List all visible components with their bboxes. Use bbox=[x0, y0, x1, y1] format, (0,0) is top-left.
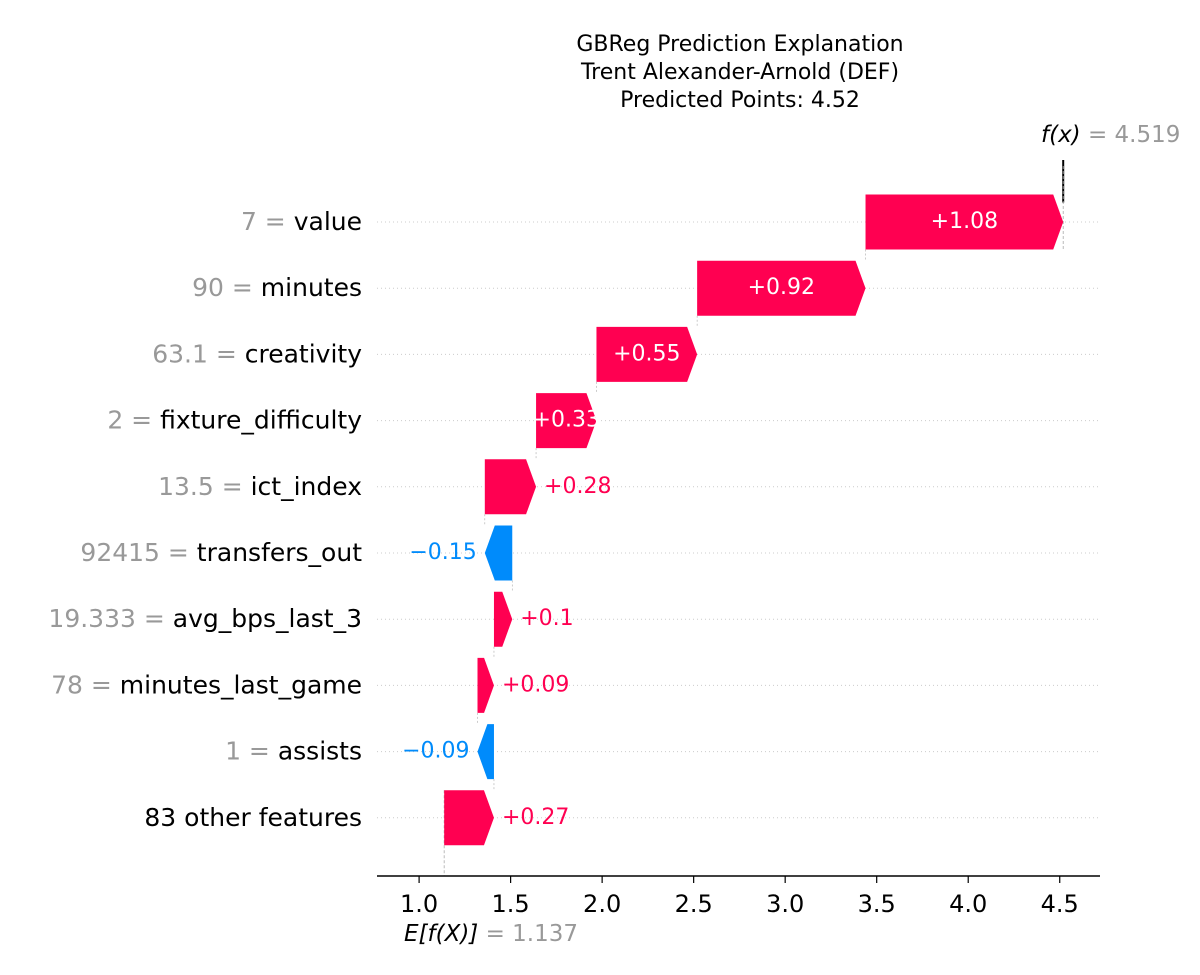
feature-name-text: transfers_out bbox=[197, 538, 362, 567]
x-tick-label: 3.0 bbox=[766, 890, 804, 918]
x-tick-label: 2.0 bbox=[583, 890, 621, 918]
feature-label: 78 = minutes_last_game bbox=[51, 670, 362, 699]
feature-name-text: creativity bbox=[245, 339, 362, 368]
feature-name-text: value bbox=[294, 207, 362, 236]
feature-label: 1 = assists bbox=[225, 737, 362, 766]
x-tick-label: 1.0 bbox=[400, 890, 438, 918]
contribution-label: +0.1 bbox=[520, 606, 573, 631]
waterfall-bar-creativity bbox=[596, 326, 698, 382]
x-tick-label: 4.0 bbox=[949, 890, 987, 918]
waterfall-bar-minutes-last-game bbox=[477, 657, 494, 713]
feature-label: 90 = minutes bbox=[192, 273, 362, 302]
feature-value-text: 13.5 = bbox=[158, 472, 251, 501]
contribution-label: +0.55 bbox=[613, 341, 680, 366]
feature-label: 2 = fixture_difficulty bbox=[107, 406, 362, 435]
feature-label: 63.1 = creativity bbox=[152, 339, 362, 368]
x-tick-label: 2.5 bbox=[675, 890, 713, 918]
feature-label: 7 = value bbox=[241, 207, 362, 236]
feature-name-text: 83 other features bbox=[144, 803, 362, 832]
contribution-label: −0.09 bbox=[402, 739, 469, 764]
feature-name-text: fixture_difficulty bbox=[160, 406, 362, 435]
waterfall-bar-assists bbox=[477, 724, 494, 780]
waterfall-bar-fixture-difficulty bbox=[536, 393, 597, 449]
feature-value-text: 78 = bbox=[51, 670, 120, 699]
feature-value-text: 1 = bbox=[225, 737, 278, 766]
waterfall-bar-avg-bps-last-3 bbox=[493, 591, 513, 647]
feature-name-text: assists bbox=[278, 737, 362, 766]
chart-title-line-1: GBReg Prediction Explanation bbox=[576, 32, 904, 57]
contribution-label: +0.92 bbox=[748, 275, 815, 300]
output-value-number: = 4.519 bbox=[1088, 122, 1180, 148]
feature-label: 83 other features bbox=[144, 803, 362, 832]
base-value-label: E[f(X)] bbox=[404, 921, 486, 947]
base-value-annotation: E[f(X)] = 1.137 bbox=[404, 921, 578, 947]
output-value-label: f(x) bbox=[1041, 122, 1088, 148]
waterfall-bar-ict-index bbox=[484, 459, 537, 515]
x-tick-label: 4.5 bbox=[1041, 890, 1079, 918]
feature-label: 13.5 = ict_index bbox=[158, 472, 362, 501]
feature-name-text: ict_index bbox=[251, 472, 362, 501]
output-value-annotation: f(x) = 4.519 bbox=[1041, 122, 1180, 148]
waterfall-bar-minutes bbox=[697, 260, 866, 316]
feature-name-text: avg_bps_last_3 bbox=[173, 604, 362, 633]
chart-title-line-3: Predicted Points: 4.52 bbox=[620, 88, 860, 113]
base-value-number: = 1.137 bbox=[486, 921, 578, 947]
x-tick-label: 1.5 bbox=[492, 890, 530, 918]
feature-value-text: 63.1 = bbox=[152, 339, 245, 368]
feature-value-text: 2 = bbox=[107, 406, 160, 435]
feature-value-text: 92415 = bbox=[80, 538, 196, 567]
waterfall-bar-83-other-features bbox=[444, 790, 494, 846]
feature-label: 92415 = transfers_out bbox=[80, 538, 362, 567]
feature-value-text: 19.333 = bbox=[48, 604, 172, 633]
feature-value-text: 90 = bbox=[192, 273, 261, 302]
feature-name-text: minutes bbox=[261, 273, 362, 302]
waterfall-bar-transfers-out bbox=[484, 525, 513, 581]
x-tick-label: 3.5 bbox=[858, 890, 896, 918]
contribution-label: +0.33 bbox=[533, 408, 600, 433]
contribution-label: +1.08 bbox=[931, 209, 998, 234]
feature-label: 19.333 = avg_bps_last_3 bbox=[48, 604, 362, 633]
waterfall-bar-value bbox=[865, 194, 1064, 250]
chart-title-line-2: Trent Alexander-Arnold (DEF) bbox=[580, 60, 900, 85]
contribution-label: −0.15 bbox=[409, 540, 476, 565]
feature-name-text: minutes_last_game bbox=[120, 670, 362, 699]
contribution-label: +0.28 bbox=[544, 474, 611, 499]
feature-value-text: 7 = bbox=[241, 207, 294, 236]
contribution-label: +0.09 bbox=[502, 672, 569, 697]
contribution-label: +0.27 bbox=[502, 805, 569, 830]
